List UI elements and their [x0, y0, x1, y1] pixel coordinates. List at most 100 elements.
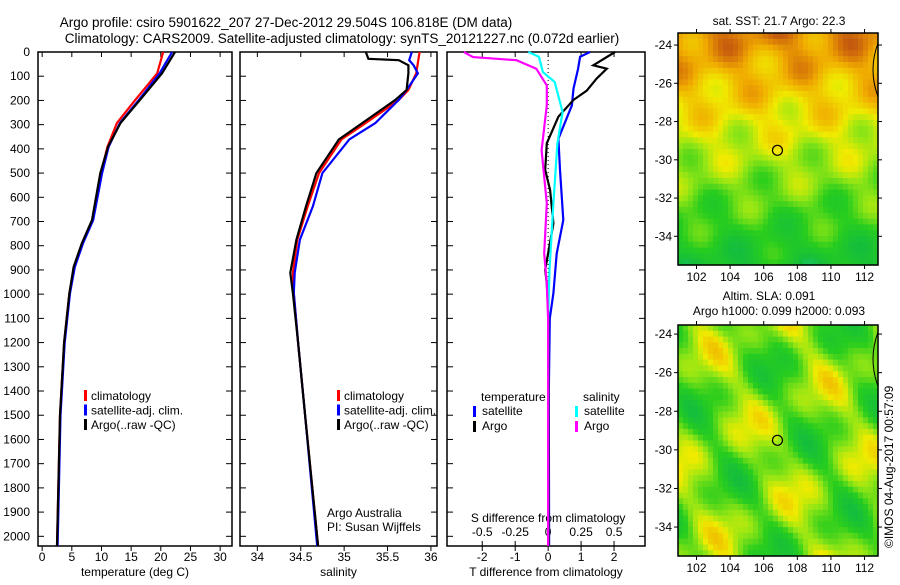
map-cell [718, 172, 724, 179]
map-cell [753, 253, 759, 260]
map-cell [683, 183, 689, 191]
map-cell [758, 236, 764, 243]
map-cell [773, 498, 779, 505]
map-cell [718, 143, 724, 150]
map-cell [763, 388, 769, 395]
map-cell [863, 486, 869, 494]
map-cell [788, 79, 794, 86]
map-cell [713, 538, 719, 546]
map-cell [873, 137, 879, 144]
map-cell [753, 201, 759, 208]
map-cell [698, 394, 704, 401]
map-cell [813, 394, 819, 401]
map-cell [843, 224, 849, 231]
map-cell [748, 172, 754, 179]
map-cell [768, 382, 774, 390]
map-cell [773, 377, 779, 384]
map-cell [743, 411, 749, 418]
map-cell [733, 400, 739, 407]
lat-tick-label: -32 [655, 481, 673, 495]
map-cell [808, 405, 814, 413]
map-cell [803, 394, 809, 401]
map-cell [823, 62, 829, 69]
map-cell [873, 172, 879, 179]
map-cell [843, 253, 849, 260]
map-cell [703, 33, 709, 40]
map-cell [773, 33, 779, 40]
legend-label: satellite-adj. clim. [91, 404, 183, 418]
map-cell [748, 330, 754, 338]
map-cell [868, 241, 874, 249]
map-cell [743, 56, 749, 63]
map-cell [738, 405, 744, 413]
map-cell [823, 56, 829, 63]
map-cell [708, 377, 714, 384]
map-cell [823, 195, 829, 202]
map-cell [728, 149, 734, 156]
map-cell [708, 62, 714, 69]
map-cell [818, 178, 824, 185]
map-cell [868, 218, 874, 225]
map-cell [778, 417, 784, 424]
map-cell [793, 67, 799, 75]
x-tick-label: 34 [251, 550, 265, 564]
map-cell [683, 85, 689, 92]
map-cell [783, 348, 789, 355]
map-cell [728, 56, 734, 63]
map-cell [733, 178, 739, 185]
map-cell [848, 160, 854, 167]
map-cell [748, 85, 754, 92]
map-cell [763, 504, 769, 511]
map-cell [818, 247, 824, 254]
map-cell [793, 405, 799, 413]
map-cell [848, 149, 854, 156]
map-cell [843, 475, 849, 482]
map-cell [858, 457, 864, 465]
map-cell [843, 428, 849, 436]
map-cell [848, 38, 854, 46]
map-cell [818, 330, 824, 338]
map-cell [708, 50, 714, 57]
map-cell [703, 212, 709, 220]
map-cell [708, 469, 714, 476]
map-frame [677, 324, 879, 557]
map-cell [778, 253, 784, 260]
map-cell [728, 411, 734, 418]
map-cell [788, 382, 794, 390]
map-cell [838, 114, 844, 121]
map-cell [758, 550, 764, 557]
map-cell [873, 330, 879, 338]
map-cell [718, 446, 724, 453]
map-cell [803, 353, 809, 361]
lon-tick-label: 112 [855, 561, 874, 575]
map-cell [863, 475, 869, 482]
map-cell [698, 521, 704, 528]
map-cell [808, 236, 814, 243]
map-cell [813, 550, 819, 557]
map-cell [838, 189, 844, 196]
map-cell [873, 56, 879, 63]
legend-swatch [84, 404, 87, 416]
map-cell [793, 417, 799, 424]
map-cell [873, 91, 879, 98]
map-cell [778, 348, 784, 355]
map-cell [753, 33, 759, 40]
map-cell [708, 394, 714, 401]
map-cell [823, 212, 829, 220]
map-cell [683, 241, 689, 249]
map-cell [813, 241, 819, 249]
map-cell [708, 189, 714, 196]
map-cell [828, 143, 834, 150]
map-cell [748, 125, 754, 133]
map-cell [803, 224, 809, 231]
map-cell [728, 91, 734, 98]
map-cell [773, 405, 779, 413]
map-cell [848, 50, 854, 57]
map-cell [813, 353, 819, 361]
map-cell [858, 521, 864, 528]
map-cell [753, 457, 759, 465]
map-cell [868, 195, 874, 202]
map-cell [813, 527, 819, 534]
map-cell [743, 394, 749, 401]
map-cell [708, 521, 714, 528]
